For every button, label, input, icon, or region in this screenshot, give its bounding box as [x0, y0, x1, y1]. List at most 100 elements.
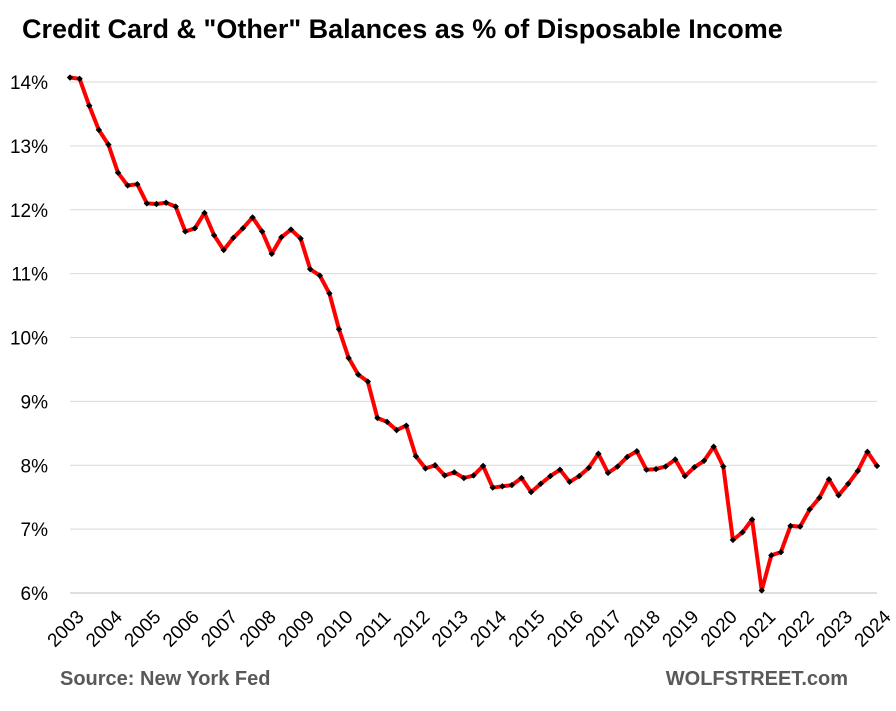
x-tick-label: 2010	[313, 607, 358, 652]
data-point	[864, 448, 871, 456]
data-point	[287, 226, 295, 233]
data-point	[95, 126, 103, 134]
data-point	[172, 203, 179, 210]
x-tick-label: 2003	[44, 607, 89, 652]
data-point	[662, 463, 669, 470]
data-point	[806, 506, 813, 513]
data-point	[326, 290, 333, 297]
data-point	[249, 214, 256, 221]
data-point	[499, 483, 506, 490]
data-point	[556, 466, 564, 473]
data-point	[816, 494, 823, 502]
x-tick-label: 2012	[390, 607, 435, 652]
data-point	[210, 232, 218, 239]
data-point	[624, 453, 631, 461]
x-axis-ticks: 2003200420052006200720082009201020112012…	[44, 606, 896, 651]
series	[66, 74, 881, 594]
data-point	[681, 472, 689, 480]
data-point	[191, 225, 199, 232]
data-point	[537, 480, 544, 487]
x-tick-label: 2008	[236, 607, 281, 652]
data-point	[729, 536, 737, 544]
data-point	[306, 265, 314, 273]
data-point	[297, 235, 304, 242]
x-tick-label: 2019	[659, 607, 704, 652]
x-tick-label: 2021	[735, 607, 780, 652]
data-point	[66, 74, 74, 81]
data-point	[844, 480, 852, 487]
x-tick-label: 2013	[428, 607, 473, 652]
y-tick-label: 12%	[10, 201, 48, 222]
x-tick-label: 2007	[197, 607, 242, 652]
data-point	[720, 463, 727, 470]
y-tick-label: 11%	[11, 265, 48, 286]
data-point	[86, 102, 93, 109]
data-point	[604, 469, 612, 477]
data-point	[335, 325, 343, 333]
data-point	[230, 234, 237, 242]
data-point	[124, 182, 131, 189]
x-tick-label: 2015	[505, 607, 550, 652]
data-point	[479, 462, 487, 470]
data-point	[355, 371, 362, 378]
data-point	[345, 354, 352, 362]
data-point	[643, 466, 650, 473]
data-point	[585, 464, 592, 472]
data-point	[143, 200, 151, 207]
data-point	[768, 552, 775, 559]
data-point	[412, 453, 420, 460]
y-tick-label: 9%	[21, 392, 49, 413]
data-point	[835, 492, 842, 499]
data-point	[748, 516, 756, 523]
data-point	[652, 465, 660, 473]
data-point	[393, 426, 400, 434]
data-point	[460, 474, 468, 482]
data-point	[575, 472, 583, 480]
data-point	[374, 414, 381, 422]
x-tick-label: 2022	[774, 607, 819, 652]
y-tick-label: 14%	[10, 73, 48, 94]
data-point	[162, 199, 170, 206]
data-point	[431, 462, 439, 469]
x-tick-label: 2024	[851, 606, 896, 651]
data-point	[796, 523, 804, 530]
data-point	[201, 209, 208, 217]
x-tick-label: 2020	[697, 607, 742, 652]
data-point	[777, 548, 785, 556]
data-point	[672, 456, 679, 463]
data-point	[566, 478, 573, 486]
data-point	[825, 476, 833, 483]
data-point	[403, 422, 410, 429]
x-tick-label: 2011	[352, 607, 396, 651]
data-point	[268, 250, 275, 258]
data-point	[739, 529, 746, 536]
data-point	[710, 443, 717, 450]
y-axis-ticks: 6% 7% 8% 9% 10% 11% 12% 13% 14%	[10, 73, 48, 605]
data-point	[489, 484, 496, 491]
data-point	[508, 481, 516, 489]
data-point	[316, 272, 323, 279]
x-tick-label: 2014	[466, 606, 511, 651]
chart-title: Credit Card & "Other" Balances as % of D…	[22, 14, 783, 44]
data-point	[691, 463, 698, 471]
x-tick-label: 2018	[620, 607, 665, 652]
data-point	[633, 447, 641, 455]
x-tick-label: 2023	[812, 607, 857, 652]
data-point	[614, 463, 621, 470]
data-point	[518, 474, 525, 482]
y-tick-label: 10%	[10, 329, 48, 350]
data-point	[278, 234, 285, 241]
data-point	[134, 181, 141, 188]
y-tick-label: 8%	[21, 456, 49, 477]
source-note: Source: New York Fed	[60, 668, 271, 690]
x-tick-label: 2016	[543, 607, 588, 652]
x-tick-label: 2004	[82, 606, 127, 651]
data-point	[441, 472, 448, 479]
data-point	[114, 169, 122, 176]
data-point	[383, 418, 391, 426]
data-point	[153, 200, 160, 208]
data-point	[547, 472, 554, 480]
data-point	[758, 587, 765, 594]
data-point	[854, 467, 861, 475]
x-tick-label: 2017	[582, 607, 627, 652]
